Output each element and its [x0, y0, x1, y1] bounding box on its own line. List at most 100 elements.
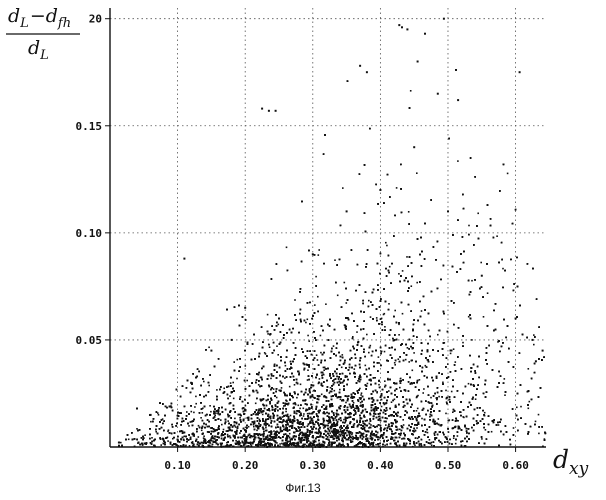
scatter-point — [239, 417, 241, 419]
scatter-point — [300, 384, 302, 386]
scatter-point — [341, 367, 343, 369]
scatter-point — [229, 426, 231, 428]
scatter-point — [307, 319, 309, 321]
scatter-point — [455, 361, 457, 363]
scatter-point — [457, 435, 459, 437]
scatter-point — [357, 380, 359, 382]
scatter-point — [267, 437, 269, 439]
scatter-point — [170, 443, 172, 445]
scatter-point — [402, 270, 404, 272]
scatter-point — [305, 322, 307, 324]
scatter-point — [282, 416, 284, 418]
scatter-point — [450, 353, 452, 355]
scatter-point — [198, 425, 200, 427]
scatter-point — [379, 442, 381, 444]
scatter-point — [385, 242, 387, 244]
scatter-point — [445, 413, 447, 415]
scatter-point — [462, 342, 464, 344]
scatter-point — [284, 377, 286, 379]
scatter-point — [399, 429, 401, 431]
scatter-point — [210, 411, 212, 413]
scatter-point — [256, 430, 258, 432]
scatter-point — [245, 365, 247, 367]
scatter-point — [403, 424, 405, 426]
scatter-point — [356, 331, 358, 333]
scatter-point — [151, 437, 153, 439]
scatter-point — [410, 90, 412, 92]
scatter-point — [360, 394, 362, 396]
scatter-point — [230, 382, 232, 384]
scatter-point — [398, 358, 400, 360]
scatter-point — [352, 432, 354, 434]
scatter-point — [245, 405, 247, 407]
scatter-point — [398, 334, 400, 336]
scatter-point — [378, 362, 380, 364]
scatter-point — [343, 419, 345, 421]
scatter-point — [316, 354, 318, 356]
scatter-point — [209, 405, 211, 407]
scatter-point — [136, 428, 138, 430]
scatter-point — [283, 426, 285, 428]
scatter-point — [496, 235, 498, 237]
scatter-point — [403, 405, 405, 407]
scatter-point — [342, 354, 344, 356]
scatter-point — [394, 362, 396, 364]
scatter-point — [314, 304, 316, 306]
scatter-point — [388, 390, 390, 392]
scatter-point — [538, 433, 540, 435]
scatter-point — [370, 345, 372, 347]
scatter-point — [491, 431, 493, 433]
scatter-point — [195, 403, 197, 405]
scatter-point — [361, 392, 363, 394]
scatter-point — [381, 406, 383, 408]
scatter-point — [431, 445, 433, 447]
scatter-point — [261, 445, 263, 447]
scatter-point — [411, 285, 413, 287]
scatter-point — [265, 427, 267, 429]
scatter-point — [402, 419, 404, 421]
scatter-point — [342, 187, 344, 189]
scatter-point — [201, 430, 203, 432]
scatter-point — [438, 418, 440, 420]
scatter-point — [520, 406, 522, 408]
scatter-point — [438, 396, 440, 398]
scatter-point — [307, 335, 309, 337]
scatter-point — [374, 377, 376, 379]
scatter-point — [353, 402, 355, 404]
scatter-point — [307, 379, 309, 381]
scatter-point — [303, 415, 305, 417]
scatter-point — [429, 416, 431, 418]
scatter-point — [421, 310, 423, 312]
scatter-point — [276, 345, 278, 347]
scatter-point — [128, 439, 130, 441]
scatter-point — [248, 426, 250, 428]
scatter-point — [528, 408, 530, 410]
scatter-point — [155, 431, 157, 433]
scatter-point — [376, 391, 378, 393]
scatter-point — [223, 388, 225, 390]
scatter-point — [528, 368, 530, 370]
scatter-point — [235, 426, 237, 428]
scatter-point — [303, 408, 305, 410]
scatter-point — [384, 351, 386, 353]
scatter-point — [331, 435, 333, 437]
scatter-point — [422, 392, 424, 394]
scatter-point — [285, 365, 287, 367]
scatter-point — [144, 434, 146, 436]
scatter-point — [237, 426, 239, 428]
scatter-point — [445, 390, 447, 392]
scatter-point — [344, 282, 346, 284]
gridlines — [110, 8, 546, 447]
scatter-point — [325, 303, 327, 305]
scatter-point — [414, 445, 416, 447]
scatter-point — [328, 435, 330, 437]
scatter-point — [448, 431, 450, 433]
scatter-point — [352, 336, 354, 338]
scatter-point — [307, 369, 309, 371]
scatter-point — [229, 435, 231, 437]
scatter-point — [194, 406, 196, 408]
scatter-point — [487, 292, 489, 294]
scatter-point — [158, 414, 160, 416]
scatter-point — [270, 378, 272, 380]
scatter-point — [160, 444, 162, 446]
